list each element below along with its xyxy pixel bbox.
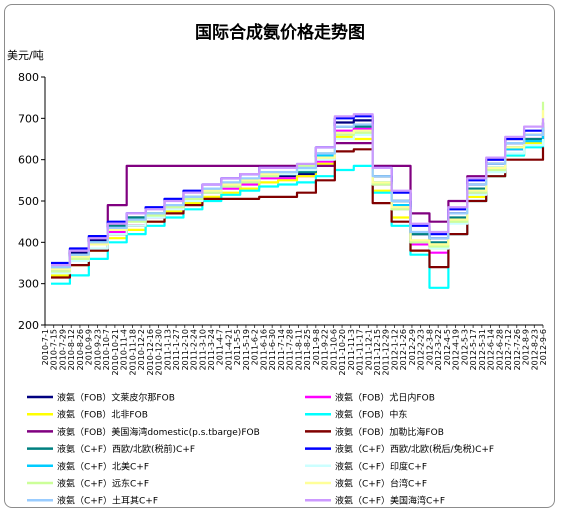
y-axis-unit-label: 美元/吨 [7, 49, 44, 62]
legend-label-2: 液氨（FOB）尤日内FOB [335, 392, 435, 404]
x-tick-label: 2011-7-14 [277, 329, 286, 370]
series-lines [51, 101, 545, 289]
x-tick-label: 2011-2-10 [181, 329, 190, 370]
x-tick-label: 2010-8-26 [76, 329, 85, 370]
x-tick-label: 2010-7-15 [50, 329, 59, 370]
x-tick-label: 2010-11-18 [128, 329, 137, 376]
chart-svg: 国际合成氨价格走势图 美元/吨 200 300 400 500 600 700 800 20… [7, 22, 548, 507]
x-tick-label: 2011-5-5 [233, 329, 242, 365]
x-tick-label: 2010-7-29 [58, 329, 67, 370]
x-tick-label: 2012-6-28 [495, 329, 504, 370]
legend-label-1: 液氨（FOB）文莱皮尔那FOB [57, 392, 175, 404]
legend: 液氨（FOB）文莱皮尔那FOB 液氨（FOB）尤日内FOB 液氨（FOB）北非FOB… [27, 392, 494, 507]
x-tick-label: 2012-6-14 [487, 329, 496, 370]
x-tick-label: 2012-1-26 [399, 329, 408, 370]
legend-label-12: 液氨（C+F）台湾C+F [335, 478, 427, 490]
legend-label-5: 液氨（FOB）美国海湾domestic(p.s.tbarge)FOB [57, 426, 260, 438]
x-tick-label: 2012-5-3 [460, 329, 469, 365]
x-tick-label: 2010-9-9 [85, 329, 94, 365]
x-tick-label: 2011-7-28 [286, 329, 295, 370]
x-tick-label: 2011-8-11 [294, 329, 303, 370]
x-tick-label: 2012-3-22 [434, 329, 443, 370]
x-tick-label: 2012-7-26 [513, 329, 522, 370]
x-tick-label: 2012-5-17 [469, 329, 478, 370]
x-tick-label: 2010-12-16 [146, 329, 155, 376]
x-tick-label: 2011-6-16 [259, 329, 268, 370]
legend-label-7: 液氨（C+F）西欧/北欧(税前)C+F [57, 443, 195, 455]
chart-frame: 国际合成氨价格走势图 美元/吨 200 300 400 500 600 700 800 20… [4, 4, 555, 508]
y-tick-label: 500 [18, 195, 39, 208]
y-tick-label: 200 [18, 319, 39, 332]
legend-label-9: 液氨（C+F）北美C+F [57, 460, 149, 472]
x-tick-label: 2010-12-2 [137, 329, 146, 370]
x-tick-label: 2011-1-27 [172, 329, 181, 370]
legend-label-4: 液氨（FOB）中东 [335, 409, 407, 421]
x-tick-label: 2011-4-21 [224, 329, 233, 370]
legend-label-14: 液氨（C+F）美国海湾C+F [335, 495, 445, 507]
x-tick-label: 2010-11-4 [120, 329, 129, 370]
x-tick-label: 2011-1-13 [163, 329, 172, 370]
x-tick-label: 2011-3-24 [207, 329, 216, 370]
x-tick-label: 2010-12-30 [155, 329, 164, 376]
legend-label-13: 液氨（C+F）土耳其C+F [57, 495, 158, 507]
legend-label-6: 液氨（FOB）加勒比海FOB [335, 426, 444, 438]
legend-label-10: 液氨（C+F）印度C+F [335, 460, 427, 472]
x-tick-label: 2011-8-25 [303, 329, 312, 370]
x-tick-label: 2012-8-23 [530, 329, 539, 370]
x-tick-label: 2011-10-6 [329, 329, 338, 370]
x-tick-label: 2011-10-20 [338, 329, 347, 376]
x-tick-label: 2011-11-17 [356, 329, 365, 376]
y-tick-label: 400 [18, 236, 39, 249]
x-tick-label: 2011-12-15 [373, 329, 382, 376]
series-line-14 [51, 113, 545, 267]
x-tick-label: 2011-12-1 [364, 329, 373, 370]
legend-label-8: 液氨（C+F）西欧/北欧(税后/免税)C+F [335, 443, 494, 455]
x-tick-label: 2010-10-21 [111, 329, 120, 376]
x-tick-label: 2011-11-3 [347, 329, 356, 370]
x-ticks: 2010-7-1 2010-7-15 2010-7-29 2010-8-12 2010-… [41, 325, 548, 376]
y-tick-label: 800 [18, 71, 39, 84]
x-tick-label: 2010-7-1 [41, 329, 50, 365]
legend-label-11: 液氨（C+F）远东C+F [57, 478, 149, 490]
legend-label-3: 液氨（FOB）北非FOB [57, 409, 148, 421]
x-tick-label: 2012-7-12 [504, 329, 513, 370]
x-tick-label: 2012-9-6 [539, 329, 548, 365]
x-tick-label: 2012-3-8 [425, 329, 434, 365]
x-tick-label: 2010-9-23 [93, 329, 102, 370]
x-tick-label: 2010-8-12 [67, 329, 76, 370]
x-tick-label: 2011-12-29 [382, 329, 391, 376]
chart-title: 国际合成氨价格走势图 [195, 22, 365, 43]
y-ticks: 200 300 400 500 600 700 800 [18, 71, 45, 332]
x-tick-label: 2011-6-30 [268, 329, 277, 370]
x-tick-label: 2011-5-19 [242, 329, 251, 370]
x-tick-label: 2011-9-22 [321, 329, 330, 370]
x-tick-label: 2012-5-31 [478, 329, 487, 370]
y-tick-label: 700 [18, 112, 39, 125]
x-tick-label: 2011-6-2 [251, 329, 260, 365]
x-tick-label: 2012-4-19 [452, 329, 461, 370]
x-tick-label: 2011-3-10 [198, 329, 207, 370]
x-tick-label: 2012-2-9 [408, 329, 417, 365]
x-tick-label: 2012-2-23 [417, 329, 426, 370]
y-tick-label: 600 [18, 154, 39, 167]
x-tick-label: 2010-10-7 [102, 329, 111, 370]
x-tick-label: 2012-4-5 [443, 329, 452, 365]
x-tick-label: 2012-8-9 [522, 329, 531, 365]
x-tick-label: 2011-9-8 [312, 329, 321, 365]
x-tick-label: 2011-4-7 [216, 329, 225, 365]
y-tick-label: 300 [18, 278, 39, 291]
x-tick-label: 2012-1-12 [390, 329, 399, 370]
x-tick-label: 2011-2-24 [190, 329, 199, 370]
